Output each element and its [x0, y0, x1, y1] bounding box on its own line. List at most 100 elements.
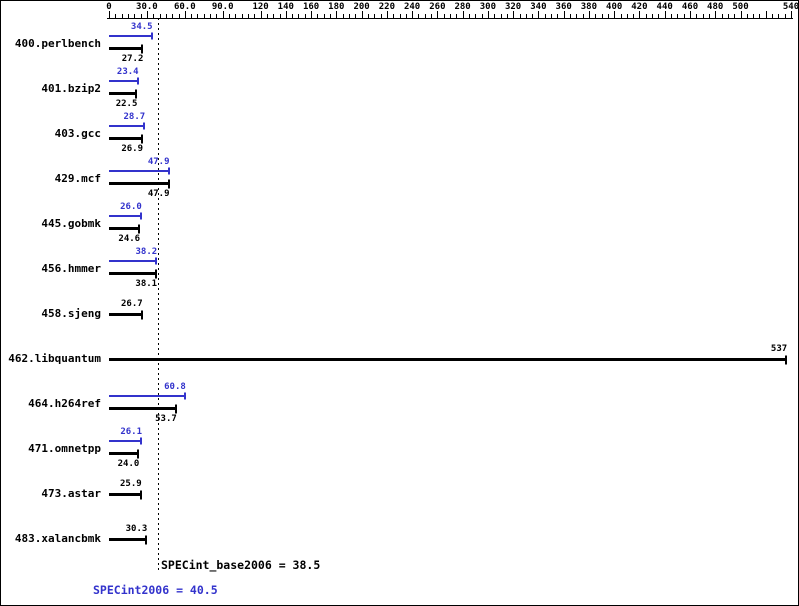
axis-tick-label: 240 [403, 2, 421, 12]
axis-minor-tick [468, 14, 470, 18]
axis-minor-tick [702, 14, 704, 18]
base-bar [109, 137, 143, 140]
axis-tick-label: 460 [681, 2, 699, 12]
axis-tick-label: 280 [454, 2, 471, 12]
axis-minor-tick [784, 14, 786, 18]
peak-bar [109, 125, 146, 127]
axis-tick-label: 420 [631, 2, 648, 12]
axis-tick-label: 0 [106, 2, 112, 12]
base-bar [109, 313, 143, 316]
axis-minor-tick [727, 14, 729, 18]
axis-minor-tick [778, 14, 780, 18]
base-bar [109, 272, 158, 275]
axis-minor-tick [127, 14, 129, 18]
axis-minor-tick [677, 14, 679, 18]
axis-tick-label: 200 [353, 2, 370, 12]
axis-minor-tick [317, 14, 319, 18]
axis-minor-tick [645, 14, 647, 18]
base-value-label: 26.7 [121, 299, 143, 309]
axis-minor-tick [721, 14, 723, 18]
base-bar [109, 493, 142, 496]
base-value-label: 22.5 [115, 99, 138, 109]
axis-tick-label: 400 [606, 2, 623, 12]
axis-minor-tick [330, 14, 331, 18]
axis-minor-tick [159, 14, 161, 18]
peak-value-label: 23.4 [116, 67, 139, 77]
benchmark-name-label: 462.libquantum [8, 352, 101, 365]
axis-minor-tick [772, 14, 774, 18]
axis-tick-label: 540 [782, 2, 799, 12]
base-value-label: 27.2 [121, 54, 144, 64]
axis-minor-tick [658, 14, 660, 18]
axis-major-tick [690, 11, 691, 18]
base-value-label: 26.9 [121, 144, 143, 154]
peak-bar [109, 215, 142, 217]
axis-minor-tick [753, 14, 755, 18]
axis-minor-tick [626, 14, 628, 18]
axis-minor-tick [273, 14, 275, 18]
peak-bar [109, 80, 139, 82]
axis-minor-tick [279, 14, 281, 18]
axis-major-tick [563, 11, 565, 18]
base-bar [109, 358, 788, 361]
axis-tick-label: 380 [580, 2, 598, 12]
axis-minor-tick [570, 14, 571, 18]
axis-minor-tick [475, 14, 477, 18]
axis-minor-tick [380, 14, 382, 18]
axis-minor-tick [759, 14, 761, 18]
benchmark-name-label: 473.astar [41, 487, 101, 500]
axis-major-tick [588, 11, 590, 18]
base-bar [109, 47, 144, 50]
axis-minor-tick [304, 14, 306, 18]
axis-minor-tick [134, 14, 136, 18]
axis-major-tick [664, 11, 666, 18]
benchmark-name-label: 445.gobmk [41, 217, 101, 230]
peak-bar [109, 395, 186, 397]
axis-tick-label: 120 [252, 2, 269, 12]
base-bar [109, 407, 177, 410]
axis-tick-label: 30.0 [136, 2, 158, 12]
axis-minor-tick [481, 14, 483, 18]
axis-minor-tick [140, 14, 142, 18]
base-bar [109, 92, 138, 95]
base-bar [109, 538, 148, 541]
axis-major-tick [791, 11, 792, 18]
base-value-label: 47.9 [147, 189, 170, 199]
axis-major-tick [184, 11, 186, 18]
axis-major-tick [614, 11, 616, 18]
axis-tick-label: 140 [277, 2, 294, 12]
axis-minor-tick [153, 14, 155, 18]
base-value-label: 30.3 [125, 524, 148, 534]
axis-minor-tick [544, 14, 546, 18]
axis-minor-tick [683, 14, 685, 18]
axis-minor-tick [633, 14, 635, 18]
axis-minor-tick [115, 14, 117, 18]
benchmark-name-label: 429.mcf [54, 172, 101, 185]
peak-bar [109, 260, 158, 262]
axis-minor-tick [323, 14, 325, 18]
axis-major-tick [386, 11, 388, 18]
axis-minor-tick [443, 14, 445, 18]
axis-major-tick [285, 11, 287, 18]
axis-major-tick [146, 11, 148, 18]
axis-minor-tick [367, 14, 369, 18]
axis-minor-tick [203, 14, 205, 18]
axis-minor-tick [551, 14, 552, 18]
axis-tick-label: 500 [732, 2, 749, 12]
base-value-label: 38.1 [135, 279, 158, 289]
axis-minor-tick [342, 14, 344, 18]
axis-major-tick [336, 11, 338, 18]
axis-minor-tick [418, 14, 420, 18]
peak-value-label: 34.5 [130, 22, 153, 32]
base-bar [109, 227, 141, 230]
axis-minor-tick [734, 14, 736, 18]
axis-tick-label: 480 [707, 2, 724, 12]
axis-minor-tick [708, 14, 710, 18]
